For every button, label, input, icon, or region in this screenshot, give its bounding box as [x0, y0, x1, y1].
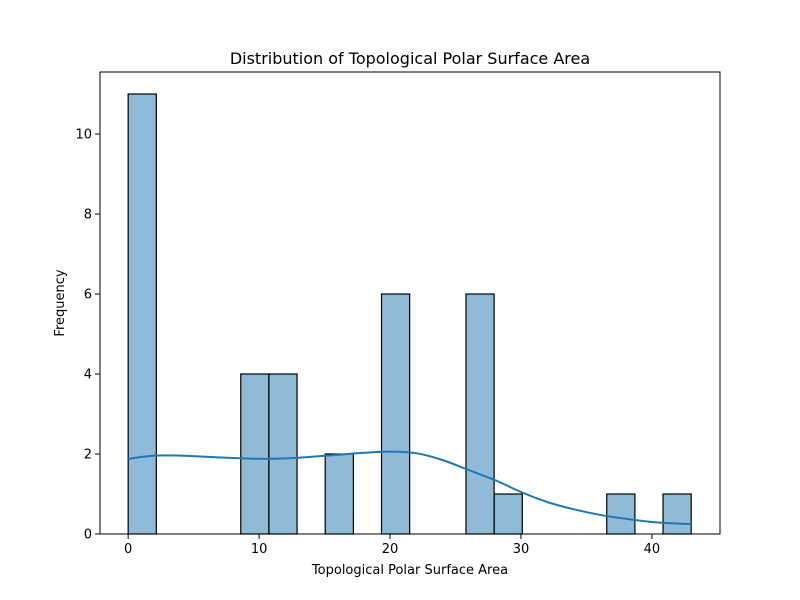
histogram-bar: [606, 493, 636, 535]
plot-frame: [99, 71, 721, 535]
y-tick-label: 8: [84, 208, 92, 223]
y-tick-label: 0: [84, 528, 92, 543]
histogram-bar: [662, 493, 692, 535]
x-tick-label: 20: [382, 542, 399, 557]
histogram-bar: [240, 373, 270, 535]
x-tick-label: 10: [251, 542, 268, 557]
y-axis-ticks: 0 2 4 6 8 10: [75, 128, 100, 543]
histogram-bar: [127, 93, 157, 535]
histogram-bar: [465, 293, 495, 535]
x-axis-ticks: 0 10 20 30 40: [124, 534, 660, 557]
y-tick-label: 2: [84, 448, 92, 463]
kde-curve: [128, 450, 692, 525]
x-tick-label: 30: [513, 542, 530, 557]
chart-title: Distribution of Topological Polar Surfac…: [230, 49, 590, 68]
histogram-bar: [493, 493, 523, 535]
y-tick-label: 10: [75, 128, 92, 143]
y-tick-label: 6: [84, 288, 92, 303]
histogram-bars: [127, 93, 692, 535]
x-tick-label: 40: [644, 542, 661, 557]
y-axis-label: Frequency: [53, 269, 68, 336]
histogram-bar: [324, 453, 354, 535]
y-tick-label: 4: [84, 368, 92, 383]
x-axis-label: Topological Polar Surface Area: [311, 563, 508, 578]
histogram-bar: [380, 293, 411, 535]
histogram-bar: [268, 373, 298, 535]
x-tick-label: 0: [124, 542, 132, 557]
